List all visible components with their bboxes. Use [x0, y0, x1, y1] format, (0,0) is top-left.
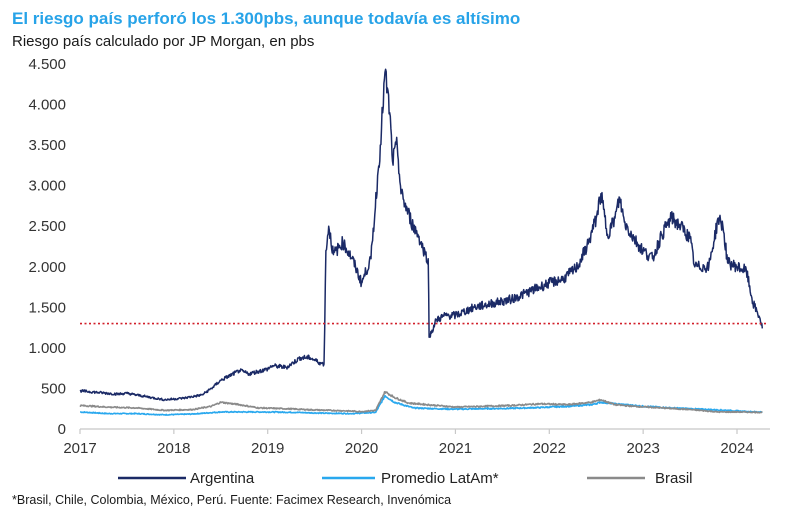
x-tick-label: 2022 [533, 440, 566, 457]
x-tick-label: 2021 [439, 440, 472, 457]
y-tick-label: 4.500 [28, 56, 66, 73]
plot-area [79, 68, 768, 416]
chart-subtitle: Riesgo país calculado por JP Morgan, en … [12, 33, 315, 50]
legend-label-brasil: Brasil [655, 470, 693, 487]
y-tick-label: 3.500 [28, 137, 66, 154]
y-tick-label: 3.000 [28, 178, 66, 195]
series-line-argentina [79, 68, 764, 402]
y-tick-label: 500 [41, 380, 66, 397]
legend-label-promedio-latam: Promedio LatAm* [381, 470, 499, 487]
y-tick-label: 4.000 [28, 97, 66, 114]
x-tick-label: 2024 [720, 440, 753, 457]
series-line-brasil [79, 390, 763, 414]
y-axis: 0 500 1.000 1.500 2.000 2.500 3.000 3.500 4.000 4… [28, 56, 66, 438]
x-tick-label: 2019 [251, 440, 284, 457]
y-tick-label: 1.500 [28, 299, 66, 316]
x-tick-label: 2017 [63, 440, 96, 457]
y-tick-label: 2.500 [28, 218, 66, 235]
y-tick-label: 1.000 [28, 340, 66, 357]
y-tick-label: 0 [58, 421, 66, 438]
legend-label-argentina: Argentina [190, 470, 255, 487]
x-tick-label: 2020 [345, 440, 378, 457]
y-tick-label: 2.000 [28, 259, 66, 276]
x-tick-label: 2018 [157, 440, 190, 457]
chart-title: El riesgo país perforó los 1.300pbs, aun… [12, 9, 521, 28]
source-footnote: *Brasil, Chile, Colombia, México, Perú. … [12, 493, 452, 507]
x-tick-label: 2023 [626, 440, 659, 457]
legend: Argentina Promedio LatAm* Brasil [118, 470, 693, 487]
x-axis: 2017 2018 2019 2020 2021 2022 2023 2024 [63, 428, 770, 457]
